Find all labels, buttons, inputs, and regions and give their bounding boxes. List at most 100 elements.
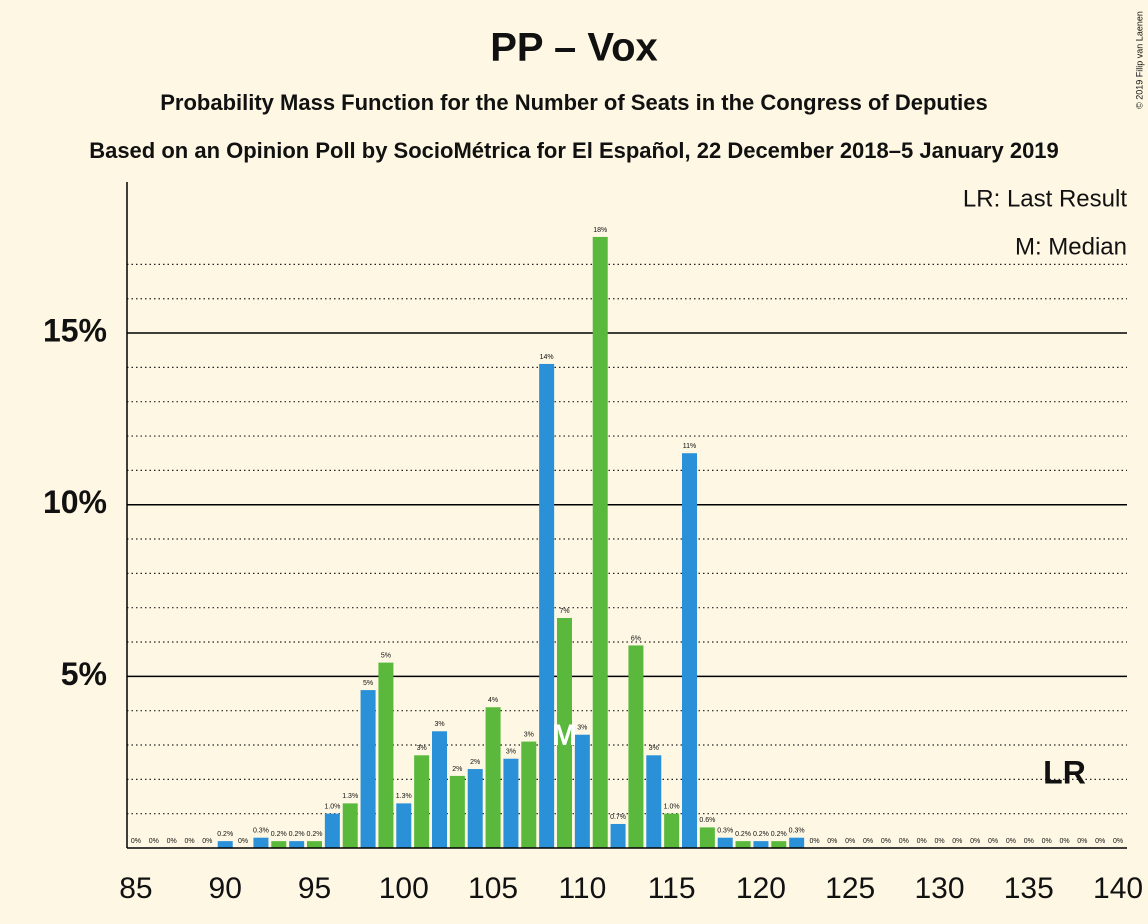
value-label: 0.2% — [217, 831, 233, 838]
bar — [449, 775, 465, 848]
bar — [485, 707, 501, 848]
value-label: 2% — [470, 759, 480, 766]
chart-subtitle: Based on an Opinion Poll by SocioMétrica… — [89, 138, 1059, 163]
value-label: 0.3% — [253, 828, 269, 835]
value-label: 0.2% — [735, 831, 751, 838]
bar — [646, 755, 662, 848]
value-label: 1.3% — [396, 793, 412, 800]
value-label: 0% — [1113, 838, 1123, 845]
bar — [378, 662, 394, 848]
chart-title: PP – Vox — [490, 26, 658, 70]
value-label: 0% — [149, 838, 159, 845]
bar — [396, 803, 412, 848]
copyright: © 2019 Filip van Laenen — [1134, 11, 1144, 109]
value-label: 0.2% — [289, 831, 305, 838]
x-tick-label: 135 — [1004, 872, 1054, 905]
value-label: 0% — [988, 838, 998, 845]
chart-subtitle: Probability Mass Function for the Number… — [160, 90, 988, 115]
value-label: 5% — [381, 652, 391, 659]
bar — [289, 841, 305, 848]
bar — [699, 827, 715, 848]
bar — [253, 837, 269, 848]
bar — [271, 841, 287, 848]
value-label: 0% — [809, 838, 819, 845]
x-tick-label: 105 — [468, 872, 518, 905]
x-tick-label: 115 — [648, 872, 696, 905]
legend-entry: LR: Last Result — [963, 185, 1127, 212]
value-label: 0% — [1006, 838, 1016, 845]
value-label: 0.7% — [610, 814, 626, 821]
value-label: 11% — [683, 443, 697, 450]
x-tick-label: 95 — [298, 872, 331, 905]
value-label: 0.6% — [699, 817, 715, 824]
bar — [414, 755, 430, 848]
bar — [628, 645, 644, 848]
x-tick-label: 125 — [825, 872, 875, 905]
bar — [771, 841, 787, 848]
median-marker: M — [552, 719, 577, 752]
value-label: 3% — [506, 749, 516, 756]
value-label: 0.3% — [789, 828, 805, 835]
value-label: 0.3% — [717, 828, 733, 835]
bar — [682, 453, 697, 848]
bar — [432, 731, 447, 848]
value-label: 0.2% — [771, 831, 787, 838]
bar — [467, 769, 483, 848]
value-label: 3% — [434, 721, 444, 728]
value-label: 0.2% — [307, 831, 323, 838]
bar — [574, 734, 590, 848]
bar — [521, 741, 537, 848]
value-label: 18% — [593, 227, 607, 234]
value-label: 0% — [917, 838, 927, 845]
value-label: 0% — [827, 838, 837, 845]
value-label: 0% — [970, 838, 980, 845]
bar — [360, 690, 376, 848]
bar — [717, 837, 733, 848]
bar — [753, 841, 769, 848]
value-label: 0% — [1095, 838, 1105, 845]
value-label: 0.2% — [753, 831, 769, 838]
value-label: 3% — [577, 725, 587, 732]
value-label: 0% — [899, 838, 909, 845]
legend-entry: M: Median — [1015, 233, 1127, 260]
x-tick-label: 85 — [119, 872, 152, 905]
bar — [324, 813, 340, 848]
value-label: 0% — [131, 838, 141, 845]
value-label: 6% — [631, 635, 641, 642]
value-label: 3% — [417, 745, 427, 752]
bar — [592, 236, 608, 848]
bar — [557, 617, 572, 848]
x-tick-label: 100 — [379, 872, 429, 905]
value-label: 0% — [881, 838, 891, 845]
bar — [664, 813, 680, 848]
last-result-marker: LR — [1043, 754, 1086, 790]
value-label: 0% — [238, 838, 248, 845]
x-tick-label: 90 — [209, 872, 242, 905]
value-label: 2% — [452, 766, 462, 773]
x-tick-label: 130 — [914, 872, 964, 905]
y-tick-label: 10% — [43, 484, 107, 520]
value-label: 1.0% — [664, 804, 680, 811]
value-label: 0% — [1077, 838, 1087, 845]
x-tick-label: 140 — [1093, 872, 1143, 905]
value-label: 4% — [488, 697, 498, 704]
value-label: 0% — [1024, 838, 1034, 845]
value-label: 7% — [559, 608, 569, 615]
value-label: 5% — [363, 680, 373, 687]
bar — [503, 758, 519, 848]
value-label: 0% — [845, 838, 855, 845]
value-label: 3% — [524, 731, 534, 738]
value-label: 0% — [184, 838, 194, 845]
value-label: 1.3% — [342, 793, 358, 800]
bar — [307, 841, 322, 848]
bar — [735, 841, 751, 848]
value-label: 0% — [863, 838, 873, 845]
bar — [789, 837, 805, 848]
value-label: 0% — [167, 838, 177, 845]
value-label: 0% — [202, 838, 212, 845]
value-label: 14% — [540, 354, 554, 361]
bar — [342, 803, 358, 848]
y-tick-label: 15% — [43, 313, 107, 349]
